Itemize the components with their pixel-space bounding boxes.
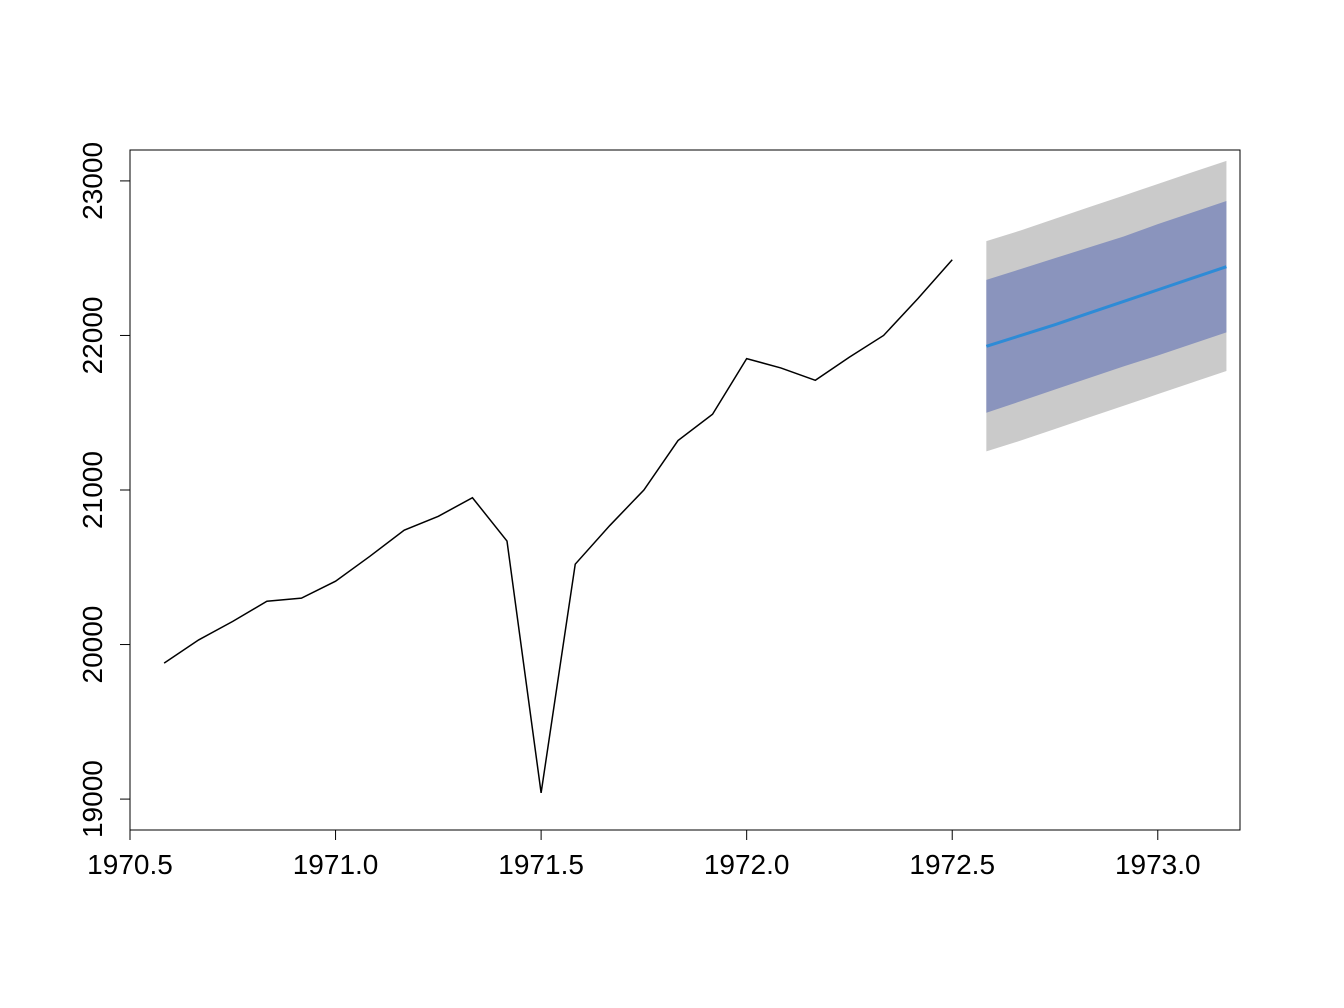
chart-svg: 1970.5 1971.0 1971.5 1972.0 1972.5 1973.0 1900… xyxy=(0,0,1344,1008)
y-tick-label: 23000 xyxy=(77,142,108,220)
y-tick-label: 21000 xyxy=(77,451,108,529)
x-tick-label: 1972.0 xyxy=(704,849,790,880)
x-tick-label: 1970.5 xyxy=(87,849,173,880)
x-tick-label: 1972.5 xyxy=(909,849,995,880)
forecast-chart: 1970.5 1971.0 1971.5 1972.0 1972.5 1973.0 1900… xyxy=(0,0,1344,1008)
y-tick-label: 19000 xyxy=(77,760,108,838)
x-tick-label: 1973.0 xyxy=(1115,849,1201,880)
y-tick-label: 20000 xyxy=(77,606,108,684)
x-tick-label: 1971.0 xyxy=(293,849,379,880)
y-tick-label: 22000 xyxy=(77,297,108,375)
x-tick-label: 1971.5 xyxy=(498,849,584,880)
